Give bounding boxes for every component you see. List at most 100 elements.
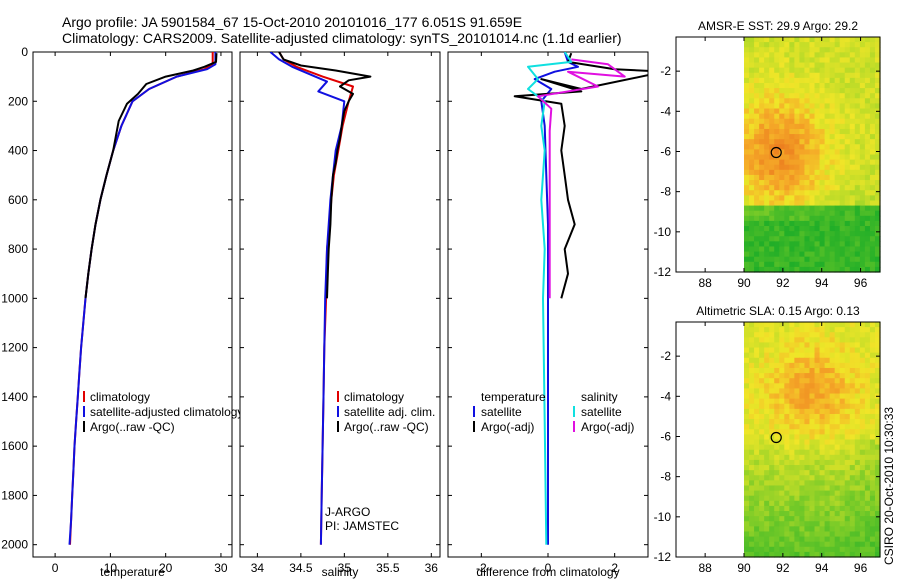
sst-map-cell <box>864 200 871 207</box>
sst-map-cell <box>749 180 755 186</box>
sst-map-cell <box>769 215 775 222</box>
sla-map-cell <box>789 413 795 420</box>
sst-map-cell <box>744 256 750 263</box>
sla-map-cell <box>759 459 765 466</box>
sla-map-cell <box>839 475 846 481</box>
sla-map-cell <box>809 475 816 481</box>
sst-map-cell <box>839 57 846 64</box>
sla-map-cell <box>774 551 780 558</box>
sla-map-cell <box>764 490 770 497</box>
sst-map-cell <box>849 226 856 232</box>
sla-map-cell <box>759 332 765 338</box>
sst-map-cell <box>764 149 770 156</box>
sla-map-cell <box>804 439 811 446</box>
sla-map-cell <box>744 531 750 538</box>
sla-map-cell <box>854 408 861 415</box>
sst-map-cell <box>749 42 755 48</box>
sst-map-cell <box>839 98 846 105</box>
sst-map-cell <box>799 88 806 94</box>
sst-map-cell <box>839 261 846 268</box>
sla-map-cell <box>874 454 881 461</box>
sst-map-cell <box>769 226 775 232</box>
sst-map-cell <box>779 220 785 227</box>
sla-map-cell <box>794 541 801 548</box>
sla-map-cell <box>744 444 750 451</box>
sla-map-cell <box>864 393 871 400</box>
sst-map-cell <box>779 261 785 268</box>
sst-map-cell <box>759 241 765 248</box>
sst-map-cell <box>819 42 826 48</box>
sla-map-cell <box>814 378 821 384</box>
sst-map-cell <box>744 185 750 191</box>
sst-map-cell <box>799 210 806 217</box>
sst-map-cell <box>769 185 775 191</box>
sst-map-cell <box>799 149 806 156</box>
sst-map-cell <box>814 215 821 222</box>
sst-map-cell <box>804 118 811 125</box>
sla-map-cells <box>744 322 881 558</box>
sst-map-cell <box>774 82 780 89</box>
sst-map-cell <box>794 62 801 69</box>
sla-map-cell <box>829 470 836 476</box>
sst-map-cell <box>844 139 851 145</box>
sla-map-cell <box>789 424 795 430</box>
sla-map-cell <box>859 551 866 558</box>
sst-map-cell <box>809 246 816 253</box>
sst-map-cell <box>749 93 755 99</box>
sla-map-cell <box>794 465 801 471</box>
salinity-legend-entry: satellite adj. clim. <box>344 405 435 419</box>
sla-map-cell <box>809 526 816 533</box>
sst-map-cell <box>814 154 821 161</box>
sla-map-cell <box>779 546 785 553</box>
sst-map-cell <box>859 200 866 207</box>
sla-map-cell <box>844 429 851 435</box>
sst-map-cell <box>829 42 836 48</box>
sst-map-cell <box>764 82 770 89</box>
sla-map-cell <box>854 383 861 390</box>
sst-map-cell <box>819 210 826 217</box>
sst-map-cell <box>829 144 836 150</box>
sst-map-cell <box>804 174 811 181</box>
sst-map-cell <box>824 42 831 48</box>
sst-map-cell <box>764 134 770 140</box>
sla-map-cell <box>789 449 795 456</box>
sst-map-cell <box>779 251 785 258</box>
sst-map-cell <box>789 67 795 74</box>
sla-map-cell <box>764 511 770 517</box>
sla-map-cell <box>824 449 831 456</box>
sla-map-cell <box>844 424 851 430</box>
sst-map-cell <box>794 185 801 191</box>
sst-map-cell <box>834 62 841 69</box>
sst-map-cell <box>839 226 846 232</box>
sla-map-cell <box>854 546 861 553</box>
sla-map-cell <box>784 342 790 349</box>
sla-map-cell <box>749 480 755 487</box>
sla-map-cell <box>794 516 801 522</box>
sst-map-cell <box>779 180 785 186</box>
sla-map-cell <box>759 383 765 390</box>
sst-map-cell <box>814 88 821 94</box>
sla-map-cell <box>874 465 881 471</box>
sla-map-cell <box>834 444 841 451</box>
sst-map-cell <box>784 195 790 202</box>
sla-map-cell <box>859 388 866 395</box>
sst-map-cell <box>754 169 760 176</box>
sla-map-cell <box>799 327 806 333</box>
sst-map-cell <box>809 185 816 191</box>
sla-map-cell <box>859 342 866 349</box>
sla-map-cell <box>794 373 801 379</box>
sst-map-cell <box>774 236 780 242</box>
sst-map-cell <box>759 154 765 161</box>
sla-map-cell <box>799 505 806 512</box>
sst-map-cell <box>764 93 770 99</box>
sla-map-cell <box>799 449 806 456</box>
sst-map-cell <box>864 123 871 130</box>
sla-map-cell <box>829 362 836 369</box>
sst-map-cell <box>804 226 811 232</box>
sst-map-cell <box>754 256 760 263</box>
sla-map-cell <box>814 419 821 425</box>
sst-map-cell <box>769 154 775 161</box>
sst-map-cell <box>874 144 881 150</box>
sst-map-cell <box>809 77 816 84</box>
